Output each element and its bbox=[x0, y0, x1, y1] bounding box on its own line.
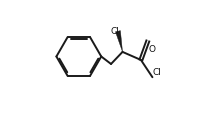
Polygon shape bbox=[116, 31, 123, 52]
Text: Cl: Cl bbox=[153, 67, 162, 76]
Text: O: O bbox=[149, 44, 156, 53]
Text: Cl: Cl bbox=[111, 27, 119, 36]
